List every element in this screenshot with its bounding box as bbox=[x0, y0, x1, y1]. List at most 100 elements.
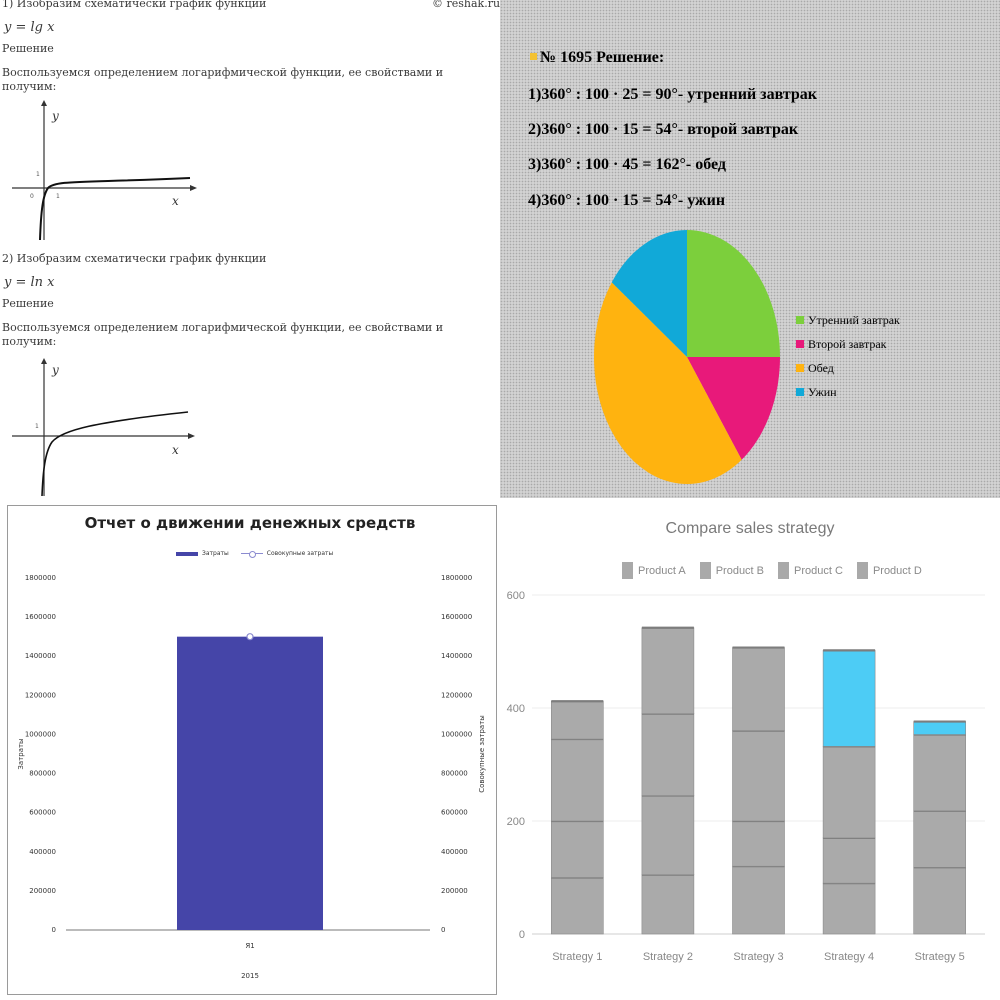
log-graph-1: y x 0 1 1 bbox=[12, 100, 197, 241]
cumulative-point bbox=[246, 633, 254, 641]
legend-swatch bbox=[796, 340, 804, 348]
bar-segment-product-d bbox=[550, 700, 604, 740]
legend-label: Утренний завтрак bbox=[808, 312, 900, 327]
y-right-tick-label: 1600000 bbox=[441, 613, 472, 621]
bar-segment-product-b bbox=[550, 820, 604, 878]
site-watermark: © reshak.ru bbox=[432, 0, 500, 10]
cashflow-chart-panel: Отчет о движении денежных средств Затрат… bbox=[0, 500, 500, 1000]
y-right-tick-label: 600000 bbox=[441, 809, 468, 817]
legend-swatch bbox=[176, 551, 198, 556]
bar-segment-product-b bbox=[732, 820, 785, 867]
y-right-tick-label: 800000 bbox=[441, 770, 468, 778]
chart-title: Compare sales strategy bbox=[665, 520, 835, 537]
task1-heading: 1) Изобразим схематически график функции bbox=[2, 0, 267, 10]
legend-item-lunch: Обед bbox=[796, 356, 900, 380]
graph1-origin-label: 0 bbox=[30, 193, 34, 200]
y-right-tick-label: 200000 bbox=[441, 887, 468, 895]
y-right-tick-label: 1200000 bbox=[441, 691, 472, 699]
textbook-scan-panel: 1) Изобразим схематически график функции… bbox=[0, 0, 500, 498]
legend-item-cumulative: Совокупные затраты bbox=[240, 550, 334, 558]
legend-item-product-d: Product D bbox=[856, 562, 922, 579]
bar-segment-product-a bbox=[641, 874, 695, 935]
strategy-plot: 0 200 400 600 Strategy 1 Strategy 2 Strategy 3… bbox=[507, 590, 985, 963]
graph2-y-label: y bbox=[51, 363, 59, 377]
chart-legend: Затраты Совокупные затраты bbox=[176, 550, 345, 558]
cashflow-plot: 0 0 200000 200000 400000 400000 600000 600000 80… bbox=[17, 574, 486, 980]
chart-title: Отчет о движении денежных средств bbox=[84, 514, 416, 532]
legend-swatch bbox=[796, 316, 804, 324]
bar-segment-product-d bbox=[913, 721, 967, 735]
legend-label: Ужин bbox=[808, 384, 837, 399]
task2-solution-text: Воспользуемся определением логарифмическ… bbox=[2, 321, 444, 334]
bar-segment-product-c bbox=[732, 730, 785, 822]
graph1-x-label: x bbox=[172, 194, 179, 208]
y-tick-label: 0 bbox=[519, 929, 525, 941]
y-right-tick-label: 1800000 bbox=[441, 574, 472, 582]
task1-formula: y = lg x bbox=[4, 20, 55, 35]
y-left-tick-label: 1400000 bbox=[25, 652, 56, 660]
y-left-tick-label: 1800000 bbox=[25, 574, 56, 582]
meal-pie-chart bbox=[594, 230, 780, 484]
graph1-curve bbox=[39, 177, 191, 241]
log-graph-2: y x 1 bbox=[12, 358, 195, 497]
task1-solution-text-2: получим: bbox=[2, 80, 57, 93]
bar-segment-product-b bbox=[822, 837, 876, 884]
legend-item-product-a: Product A bbox=[622, 562, 686, 579]
x-category-label: Strategy 2 bbox=[643, 951, 693, 963]
x-axis-title: 2015 bbox=[241, 972, 259, 980]
graph2-y-arrow bbox=[41, 358, 47, 364]
legend-label: Product D bbox=[872, 564, 922, 577]
y-left-tick-label: 1000000 bbox=[25, 730, 56, 738]
legend-swatch bbox=[856, 562, 868, 579]
y-right-tick-label: 400000 bbox=[441, 848, 468, 856]
legend-label: Совокупные затраты bbox=[266, 550, 334, 557]
bar-segment-product-d bbox=[822, 650, 876, 747]
bar-segment-product-b bbox=[641, 795, 695, 875]
bar-segment-product-a bbox=[913, 867, 967, 935]
legend-item-product-c: Product C bbox=[778, 562, 843, 579]
y-tick-label: 200 bbox=[507, 816, 525, 828]
legend-label: Обед bbox=[808, 360, 834, 375]
graph2-x-arrow bbox=[188, 433, 195, 439]
y-left-tick-label: 0 bbox=[52, 926, 56, 934]
graph2-tick-label: 1 bbox=[35, 423, 39, 430]
solution-line-1: 1)360° : 100 · 25 = 90°- утренний завтра… bbox=[528, 86, 818, 103]
legend-swatch bbox=[796, 388, 804, 396]
legend-swatch bbox=[778, 562, 790, 579]
graph1-tick-x: 1 bbox=[56, 193, 60, 200]
graph1-y-label: y bbox=[51, 109, 59, 123]
legend-item-expenses: Затраты bbox=[176, 550, 229, 557]
pie-slide-panel: № 1695 Решение: 1)360° : 100 · 25 = 90°-… bbox=[500, 0, 1000, 498]
y-left-axis-title: Затраты bbox=[17, 738, 25, 769]
legend-swatch bbox=[699, 562, 711, 579]
graph1-tick-y: 1 bbox=[36, 171, 40, 178]
pie-slice-dinner bbox=[611, 230, 687, 357]
x-category-label: Strategy 3 bbox=[733, 951, 783, 963]
legend-item-second-breakfast: Второй завтрак bbox=[796, 332, 900, 356]
legend-swatch bbox=[622, 562, 633, 579]
slide-title: № 1695 Решение: bbox=[540, 49, 665, 66]
y-right-tick-label: 1400000 bbox=[441, 652, 472, 660]
legend-item-dinner: Ужин bbox=[796, 380, 900, 404]
bar-segment-product-d bbox=[641, 627, 695, 714]
y-right-axis-title: Совокупные затраты bbox=[478, 715, 486, 793]
y-left-tick-label: 600000 bbox=[29, 809, 56, 817]
x-category-label: Strategy 5 bbox=[915, 951, 965, 963]
task2-solution-label: Решение bbox=[2, 297, 54, 310]
legend-label: Product B bbox=[715, 564, 765, 577]
pie-legend: Утренний завтрак Второй завтрак Обед Ужи… bbox=[796, 308, 900, 404]
legend-swatch bbox=[796, 364, 804, 372]
strategy-chart-panel: Compare sales strategy Product A Product… bbox=[500, 500, 1000, 1000]
legend-label: Затраты bbox=[202, 550, 229, 557]
x-category-label: Я1 bbox=[245, 942, 254, 950]
solution-line-2: 2)360° : 100 · 15 = 54°- второй завтрак bbox=[528, 121, 799, 138]
pie-slice-second-breakfast bbox=[687, 357, 780, 460]
bar-segment-product-a bbox=[822, 882, 876, 935]
graph2-x-label: x bbox=[172, 443, 179, 457]
y-left-tick-label: 800000 bbox=[29, 770, 56, 778]
y-left-tick-label: 400000 bbox=[29, 848, 56, 856]
pie-slice-breakfast bbox=[687, 230, 780, 357]
bar-segment-product-a bbox=[732, 865, 785, 935]
y-right-tick-label: 0 bbox=[441, 926, 445, 934]
task2-solution-text-2: получим: bbox=[2, 335, 57, 348]
